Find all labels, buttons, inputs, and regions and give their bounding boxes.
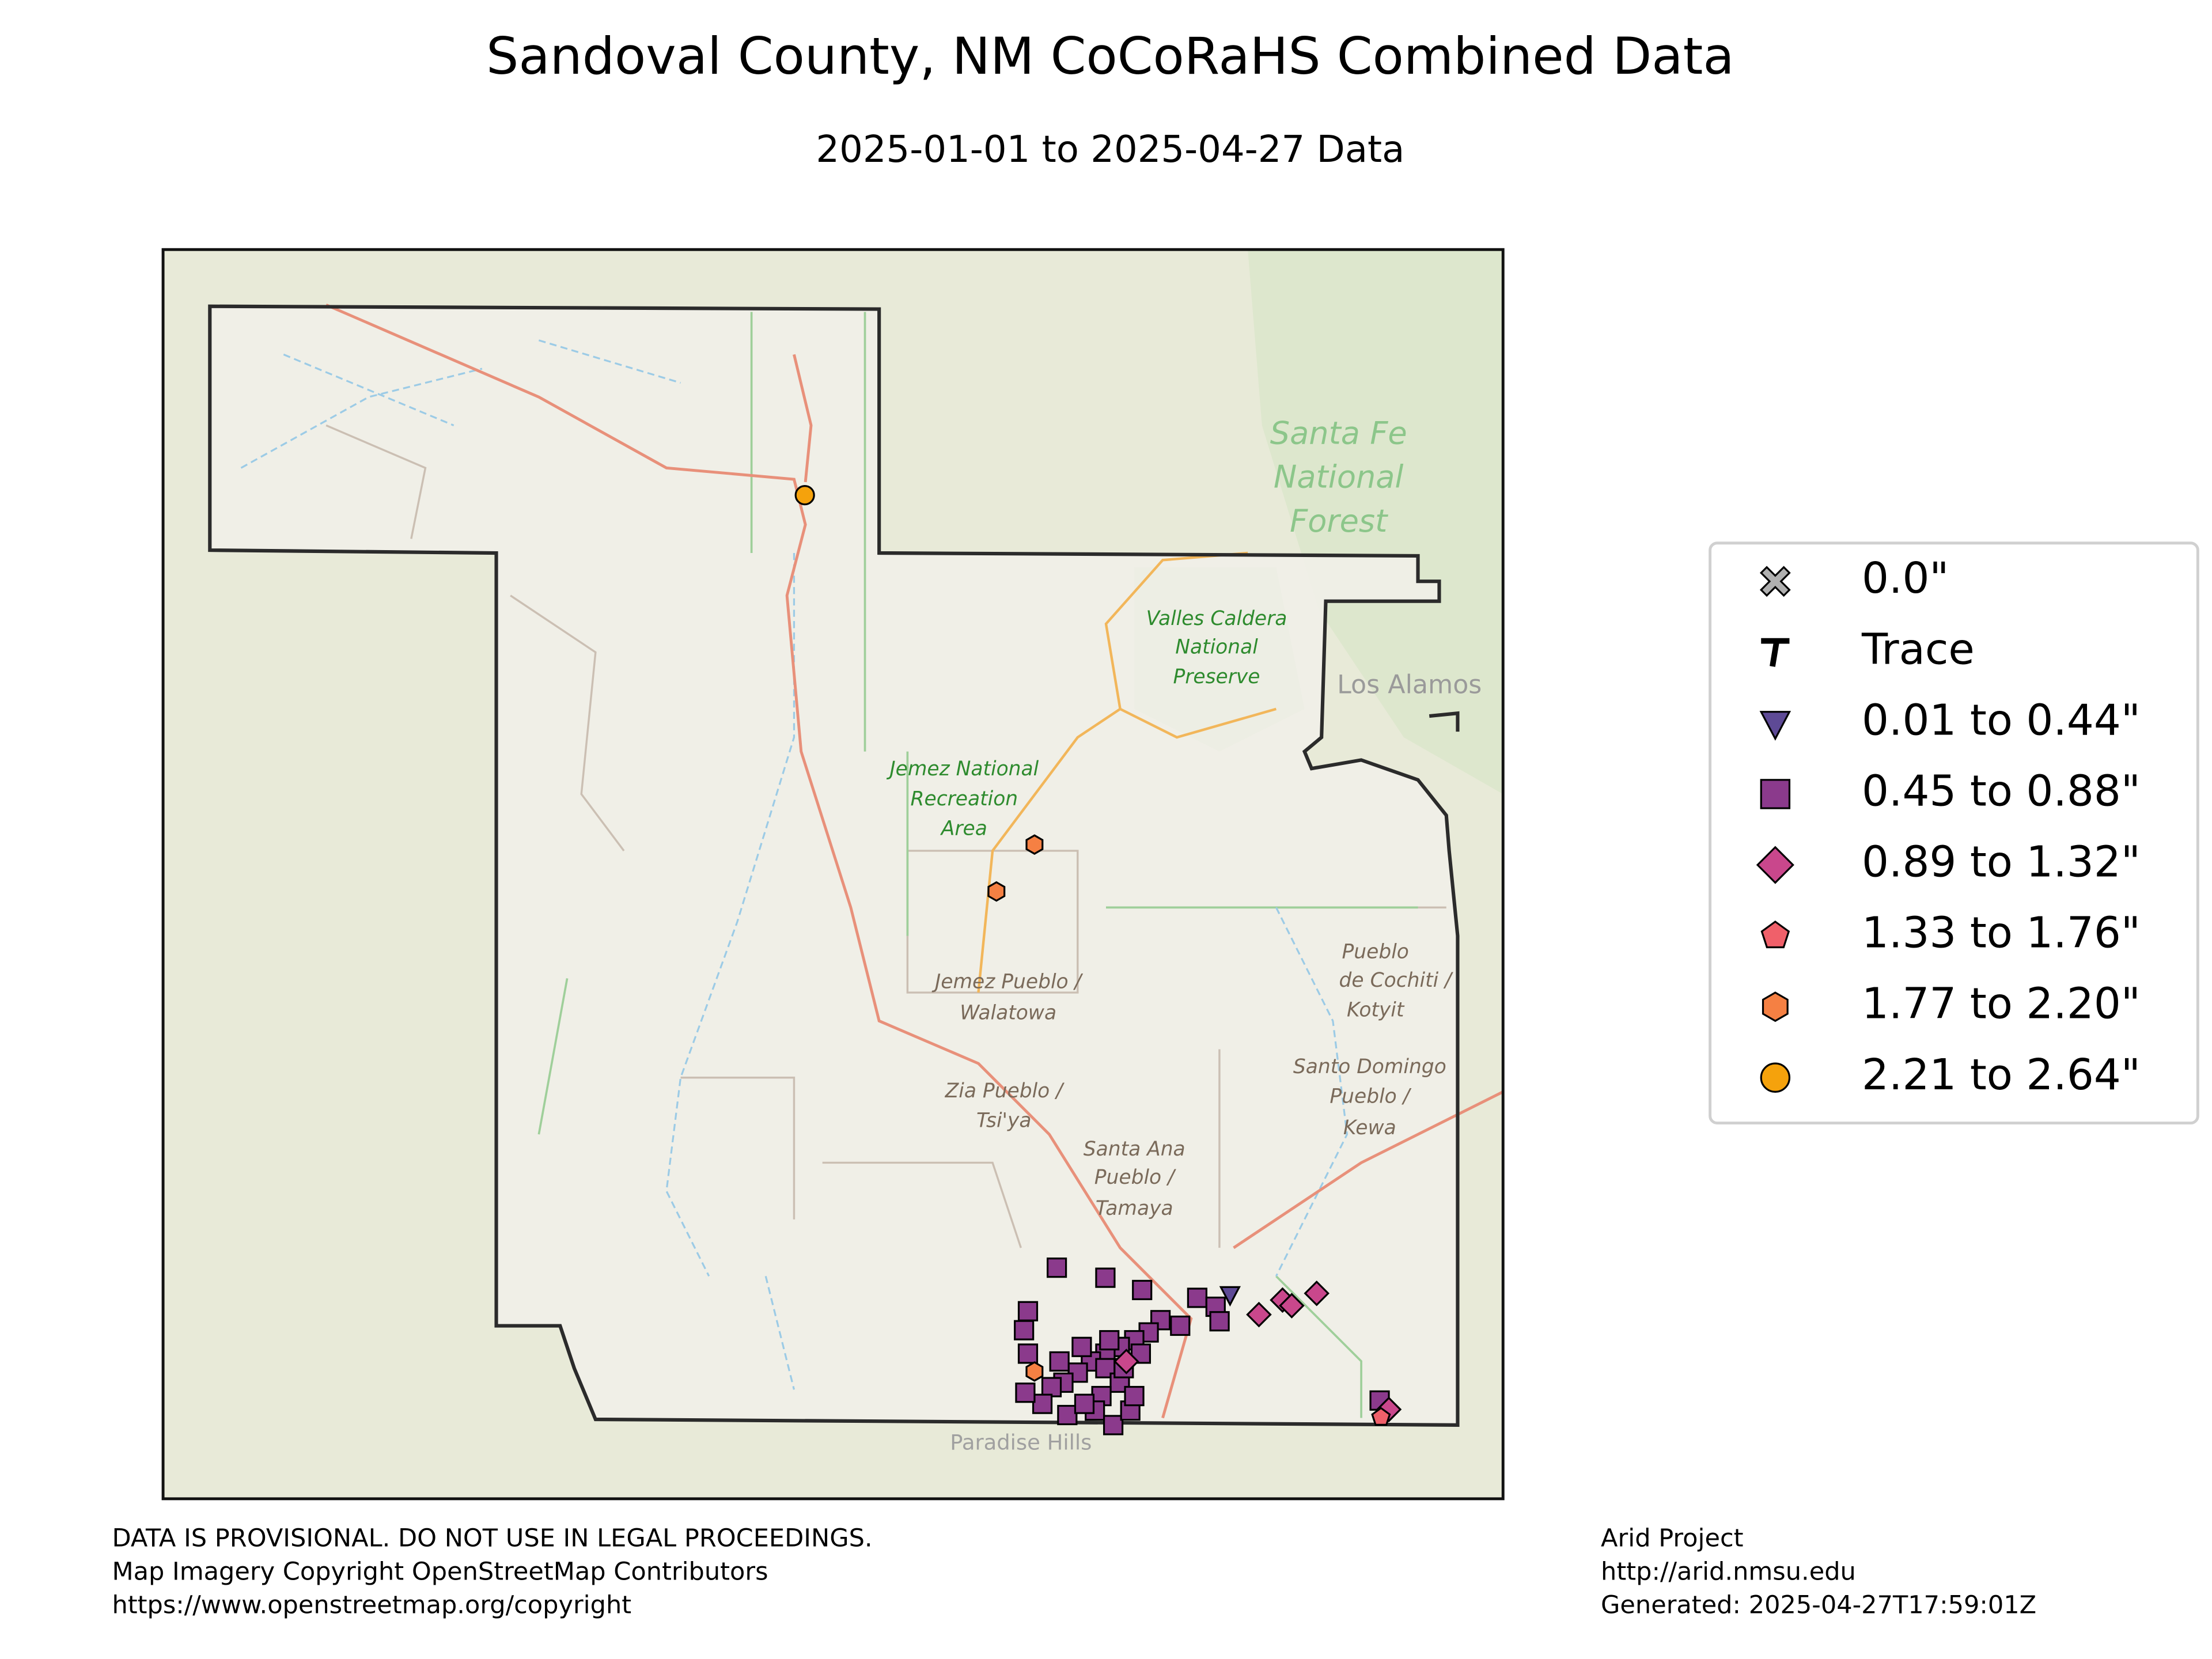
map-label: Preserve: [1173, 665, 1260, 688]
station-marker: [1017, 1301, 1039, 1321]
station-marker: [1057, 1404, 1078, 1426]
map-label: Santo Domingo: [1293, 1055, 1446, 1078]
map-label: Santa Fe: [1270, 415, 1407, 451]
legend-label: 2.21 to 2.64": [1862, 1050, 2141, 1100]
legend-marker: [1760, 921, 1790, 949]
legend-marker: [1756, 846, 1794, 884]
legend: [1709, 541, 2199, 1124]
footer-text: https://www.openstreetmap.org/copyright: [112, 1590, 631, 1619]
footer-text: http://arid.nmsu.edu: [1601, 1558, 1856, 1586]
station-marker: [1047, 1257, 1067, 1278]
county-outline: [208, 304, 1460, 1427]
station-marker: [1132, 1279, 1153, 1301]
rivers: [240, 339, 1349, 1390]
forest-area: [1248, 249, 1503, 794]
legend-label: 1.77 to 2.20": [1862, 979, 2141, 1029]
legend-label: 0.01 to 0.44": [1862, 695, 2141, 745]
station-marker: [1103, 1415, 1124, 1435]
map-label: Forest: [1290, 503, 1388, 539]
footer-text: Generated: 2025-04-27T17:59:01Z: [1601, 1590, 2036, 1619]
legend-marker: [1761, 638, 1790, 667]
station-marker: [1074, 1393, 1095, 1414]
station-marker: [987, 881, 1006, 902]
legend-marker: [1762, 991, 1789, 1022]
station-marker: [1041, 1377, 1062, 1397]
legend-marker: [1760, 1062, 1791, 1093]
map-label: Area: [940, 817, 987, 840]
footer-text: Arid Project: [1601, 1524, 1743, 1553]
map-label: Kewa: [1343, 1116, 1396, 1139]
title: Sandoval County, NM CoCoRaHS Combined Da…: [486, 26, 1734, 86]
highways: [977, 551, 1277, 993]
basemap: [163, 249, 1504, 1499]
map-label: Tamaya: [1096, 1197, 1173, 1220]
map-label: National: [1175, 635, 1258, 658]
map-label: Pueblo /: [1330, 1085, 1411, 1108]
legend-marker: [1759, 566, 1791, 597]
station-marker: [1049, 1351, 1070, 1372]
footer: DATA IS PROVISIONAL. DO NOT USE IN LEGAL…: [112, 1524, 2036, 1620]
station-marker: [1025, 1361, 1044, 1382]
legend-label: 1.33 to 1.76": [1862, 908, 2141, 958]
map-label: Valles Caldera: [1146, 607, 1287, 630]
station-marker: [1025, 834, 1044, 855]
legend-label: 0.45 to 0.88": [1862, 766, 2141, 816]
map-label: Santa Ana: [1084, 1138, 1185, 1161]
county-fill: [210, 306, 1458, 1425]
map-label: Tsi'ya: [976, 1109, 1031, 1132]
legend-label: 0.0": [1862, 554, 1949, 603]
legend-label: 0.89 to 1.32": [1862, 838, 2141, 887]
map-label: Jemez Pueblo /: [931, 970, 1083, 993]
county-outline-detail: [1429, 711, 1460, 732]
map-label: de Cochiti /: [1339, 969, 1454, 992]
legend-label: Trace: [1861, 624, 1975, 674]
station-marker: [1209, 1311, 1230, 1332]
map-label: Paradise Hills: [950, 1430, 1092, 1455]
map-label: National: [1274, 459, 1404, 495]
station-marker: [1017, 1343, 1039, 1364]
footer-text: Map Imagery Copyright OpenStreetMap Cont…: [112, 1558, 768, 1586]
station-marker: [1246, 1301, 1272, 1328]
map-label: Los Alamos: [1337, 670, 1482, 699]
station-marker: [1187, 1287, 1207, 1308]
map-label: Pueblo /: [1094, 1166, 1176, 1189]
station-marker: [1015, 1382, 1036, 1403]
park-boundaries: [537, 312, 1418, 1418]
station-marker: [1113, 1349, 1139, 1374]
subtitle: 2025-01-01 to 2025-04-27 Data: [816, 128, 1404, 171]
station-marker: [1099, 1330, 1120, 1351]
map-label: Zia Pueblo /: [945, 1080, 1065, 1103]
station-marker: [1095, 1267, 1116, 1288]
station-marker: [1219, 1286, 1241, 1307]
roads: [325, 303, 1504, 1419]
legend-entries: 0.0" Trace 0.01 to 0.44" 0.45 to 0.88" 0.89 …: [1756, 554, 2141, 1100]
station-marker: [1371, 1407, 1391, 1426]
stations: [794, 484, 1402, 1435]
map-label: Recreation: [911, 787, 1018, 810]
station-marker: [1014, 1320, 1035, 1340]
footer-text: DATA IS PROVISIONAL. DO NOT USE IN LEGAL…: [112, 1524, 872, 1553]
map-label: Pueblo: [1342, 941, 1409, 964]
legend-marker: [1760, 779, 1791, 809]
map-labels: Santa Fe National Forest Valles Caldera Nati…: [886, 415, 1482, 1455]
station-marker: [1032, 1393, 1053, 1414]
legend-marker: [1759, 711, 1791, 741]
station-marker: [1279, 1293, 1305, 1319]
station-marker: [1124, 1385, 1145, 1407]
map-label: Jemez National: [886, 757, 1039, 781]
station-marker: [1071, 1336, 1092, 1357]
station-marker: [794, 484, 815, 506]
station-marker: [1304, 1280, 1330, 1306]
map-label: Kotyit: [1347, 999, 1405, 1022]
station-marker: [1170, 1315, 1191, 1336]
map-frame: [161, 248, 1505, 1501]
map-label: Walatowa: [960, 1002, 1056, 1025]
